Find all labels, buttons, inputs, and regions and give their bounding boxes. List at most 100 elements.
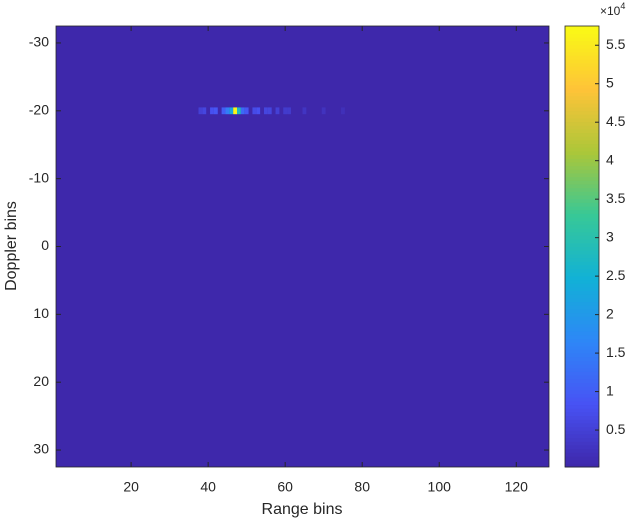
heatmap-cell — [233, 107, 238, 115]
colorbar-tick-label: 0.5 — [606, 421, 626, 437]
heatmap-cell — [302, 107, 307, 115]
heatmap-background — [56, 26, 549, 467]
colorbar-segment — [565, 228, 599, 233]
colorbar-segment — [565, 81, 599, 86]
x-tick-label: 120 — [505, 479, 529, 495]
heatmap-cell — [252, 107, 257, 115]
heatmap-cell — [263, 107, 268, 115]
colorbar-segment — [565, 187, 599, 192]
colorbar-segment — [565, 331, 599, 336]
y-tick-label: 0 — [41, 237, 49, 253]
colorbar-segment — [565, 51, 599, 56]
colorbar-tick-label: 4.5 — [606, 113, 626, 129]
colorbar-power: 4 — [620, 1, 625, 11]
colorbar-exponent: ×104 — [600, 1, 625, 18]
colorbar-segment — [565, 59, 599, 64]
colorbar-segment — [565, 415, 599, 420]
x-tick-label: 40 — [200, 479, 216, 495]
colorbar-segment — [565, 301, 599, 306]
heatmap-cell — [225, 107, 230, 115]
colorbar-segment — [565, 198, 599, 203]
colorbar-segment — [565, 448, 599, 453]
colorbar-segment — [565, 29, 599, 34]
colorbar-segment — [565, 231, 599, 236]
colorbar-segment — [565, 110, 599, 115]
colorbar-segment — [565, 400, 599, 406]
colorbar-segment — [565, 283, 599, 288]
heatmap-cell — [202, 107, 207, 115]
colorbar-tick-label: 4 — [606, 151, 614, 167]
colorbar-segment — [565, 294, 599, 299]
colorbar-tick-label: 3.5 — [606, 190, 626, 206]
colorbar-segment — [565, 158, 599, 163]
heatmap-cell — [229, 107, 234, 115]
colorbar-tick-label: 3 — [606, 228, 614, 244]
colorbar-segment — [565, 77, 599, 82]
colorbar-segment — [565, 419, 599, 424]
colorbar-segment — [565, 62, 599, 67]
colorbar-segment — [565, 367, 599, 372]
colorbar-segment — [565, 305, 599, 310]
colorbar-segment — [565, 397, 599, 402]
colorbar-segment — [565, 136, 599, 141]
colorbar-segment — [565, 393, 599, 398]
colorbar-segment — [565, 239, 599, 244]
colorbar-segment — [565, 433, 599, 439]
colorbar-segment — [565, 176, 599, 181]
colorbar-segment — [565, 257, 599, 262]
colorbar-segment — [565, 463, 599, 468]
colorbar-segment — [565, 128, 599, 134]
colorbar-segment — [565, 360, 599, 365]
colorbar-segment — [565, 235, 599, 240]
colorbar-segment — [565, 84, 599, 89]
colorbar-segment — [565, 286, 599, 292]
x-tick-label: 80 — [354, 479, 370, 495]
colorbar-segment — [565, 364, 599, 369]
heatmap-cell — [198, 107, 203, 115]
colorbar-segment — [565, 184, 599, 189]
colorbar-segment — [565, 121, 599, 126]
colorbar-segment — [565, 279, 599, 284]
colorbar-segment — [565, 411, 599, 417]
colorbar-segment — [565, 26, 599, 31]
colorbar-tick-label: 1.5 — [606, 344, 626, 360]
heatmap-cell — [283, 107, 288, 115]
colorbar-segment — [565, 408, 599, 413]
colorbar-segment — [565, 261, 599, 266]
colorbar-segment — [565, 66, 599, 71]
x-tick-label: 100 — [428, 479, 452, 495]
colorbar-segment — [565, 382, 599, 387]
colorbar-segment — [565, 246, 599, 251]
heatmap-cell — [237, 107, 241, 115]
colorbar-segment — [565, 371, 599, 376]
colorbar-segment — [565, 206, 599, 211]
colorbar-segment — [565, 191, 599, 196]
colorbar-segment — [565, 55, 599, 60]
colorbar-segment — [565, 459, 599, 464]
colorbar-segment — [565, 422, 599, 428]
colorbar-segment — [565, 297, 599, 303]
colorbar-segment — [565, 161, 599, 167]
colorbar-segment — [565, 268, 599, 273]
colorbar-segment — [565, 441, 599, 446]
colorbar-segment — [565, 92, 599, 97]
colorbar-segment — [565, 209, 599, 214]
colorbar-segment — [565, 338, 599, 343]
colorbar-segment — [565, 143, 599, 148]
colorbar-segment — [565, 378, 599, 383]
colorbar-segment — [565, 224, 599, 229]
colorbar-segment — [565, 154, 599, 159]
colorbar-segment — [565, 117, 599, 123]
colorbar-segment — [565, 353, 599, 358]
colorbar-segment — [565, 33, 599, 38]
colorbar-tick-label: 2 — [606, 305, 614, 321]
colorbar-segment — [565, 386, 599, 391]
colorbar-segment — [565, 327, 599, 332]
colorbar-segment — [565, 375, 599, 380]
heatmap-cell — [210, 107, 214, 115]
colorbar-segment — [565, 139, 599, 145]
colorbar-segment — [565, 455, 599, 461]
colorbar-segment — [565, 356, 599, 361]
colorbar-tick-label: 1 — [606, 382, 614, 398]
heatmap-cell — [275, 107, 280, 115]
